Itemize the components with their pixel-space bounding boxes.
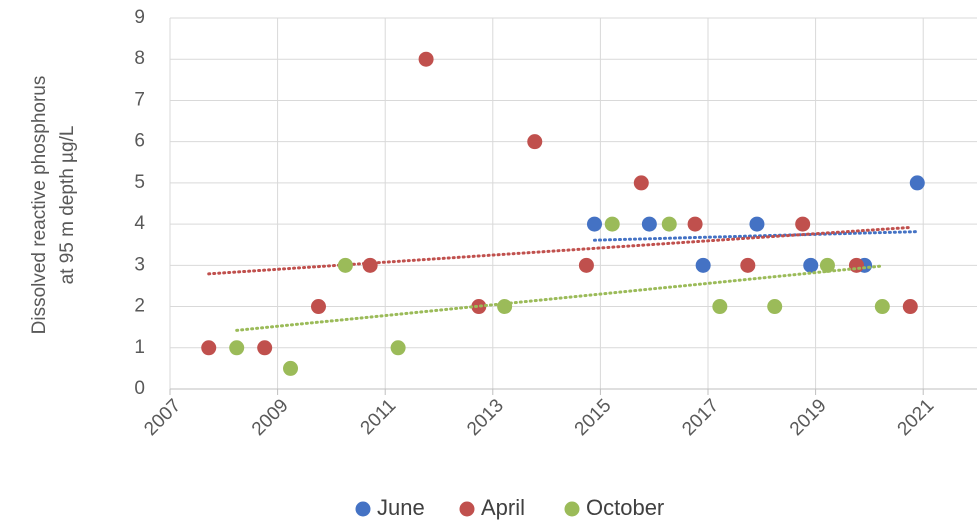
point [909,175,925,191]
y-tick-label: 9 [134,7,145,28]
y-tick-label: 2 [134,296,145,317]
trendline [592,230,919,242]
y-tick-label: 5 [134,172,145,193]
point [902,299,918,315]
y-tick-label: 7 [134,89,145,110]
point [390,340,406,356]
x-tick-label: 2011 [357,395,401,439]
x-tick-label: 2007 [140,395,185,440]
point [497,299,513,315]
point [874,299,890,315]
x-tick-label: 2009 [248,395,293,440]
x-tick-label: 2013 [463,395,508,440]
point [310,299,326,315]
y-axis-label: Dissolved reactive phosphorus [29,76,50,335]
point [471,299,487,315]
y-tick-label: 3 [134,254,145,275]
trendline [207,225,912,276]
legend-marker [355,501,371,517]
y-tick-label: 0 [134,378,145,399]
legend-label: June [377,495,425,520]
point [229,340,245,356]
point [712,299,728,315]
y-axis-label: at 95 m depth µg/L [57,126,78,285]
trendline [235,264,884,332]
point [749,216,765,232]
y-tick-label: 4 [134,213,145,234]
point [362,257,378,273]
point [687,216,703,232]
point [819,257,835,273]
x-tick-label: 2021 [894,395,939,440]
point [201,340,217,356]
point [418,51,434,67]
point [527,134,543,150]
legend-label: October [586,495,664,520]
point [283,360,299,376]
point [661,216,677,232]
x-tick-label: 2019 [786,395,831,440]
point [848,257,864,273]
x-tick-label: 2017 [678,395,723,440]
y-tick-label: 1 [134,337,145,358]
point [795,216,811,232]
point [337,257,353,273]
point [767,299,783,315]
legend-marker [564,501,580,517]
point [578,257,594,273]
x-tick-label: 2015 [571,395,616,440]
point [740,257,756,273]
point [641,216,657,232]
point [803,257,819,273]
y-tick-label: 8 [134,48,145,69]
point [257,340,273,356]
point [604,216,620,232]
legend-label: April [481,495,525,520]
point [633,175,649,191]
point [586,216,602,232]
point [695,257,711,273]
y-tick-label: 6 [134,131,145,152]
legend-marker [459,501,475,517]
